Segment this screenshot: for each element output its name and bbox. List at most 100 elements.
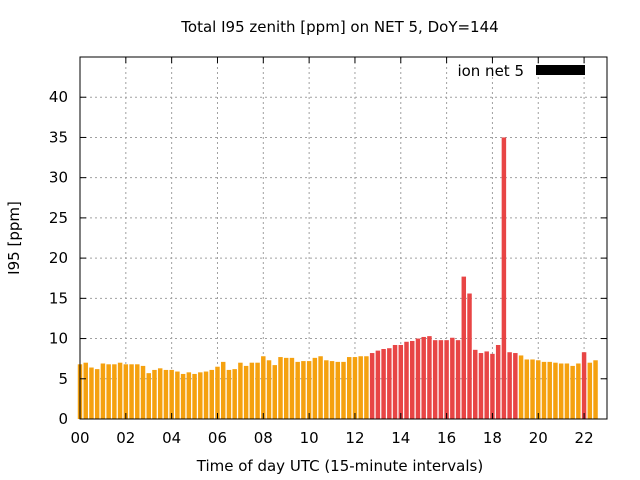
bar-53 (381, 349, 386, 419)
bar-59 (415, 338, 421, 419)
bar-14 (157, 368, 163, 419)
y-axis-label: I95 [ppm] (5, 201, 23, 275)
bar-13 (152, 369, 157, 419)
bar-25 (220, 361, 226, 419)
bar-73 (495, 344, 501, 419)
bar-41 (312, 357, 318, 419)
x-tick-label: 08 (254, 429, 273, 447)
bar-85 (564, 363, 570, 419)
bar-16 (169, 369, 174, 419)
bar-3 (94, 369, 100, 419)
bar-27 (232, 369, 237, 419)
bar-58 (410, 340, 415, 419)
bar-43 (324, 360, 329, 419)
bar-2 (89, 367, 94, 419)
axis-ticks (79, 57, 607, 420)
x-tick-label: 16 (437, 429, 456, 447)
bar-19 (186, 372, 192, 419)
bar-62 (432, 340, 438, 419)
x-tick-label: 18 (483, 429, 502, 447)
bar-26 (226, 369, 232, 419)
y-tick-label: 35 (49, 128, 68, 146)
bar-31 (255, 362, 260, 419)
bar-20 (192, 373, 197, 419)
y-tick-label: 20 (49, 249, 68, 267)
bar-32 (261, 356, 266, 419)
bar-50 (364, 356, 369, 419)
bar-84 (558, 363, 564, 419)
bar-7 (117, 362, 123, 419)
bar-36 (283, 357, 289, 419)
bar-37 (289, 357, 295, 419)
y-tick-label: 0 (58, 410, 68, 428)
bar-57 (404, 341, 409, 419)
x-tick-label: 12 (345, 429, 364, 447)
x-tick-label: 02 (116, 429, 135, 447)
bar-56 (398, 344, 404, 419)
y-tick-label: 30 (49, 169, 68, 187)
bar-49 (358, 356, 363, 419)
bar-55 (392, 344, 398, 419)
y-tick-label: 5 (58, 370, 68, 388)
bar-88 (581, 352, 587, 419)
bar-30 (249, 362, 255, 419)
bar-15 (163, 369, 169, 419)
bar-33 (266, 360, 272, 419)
bar-40 (306, 361, 312, 419)
bar-69 (473, 349, 478, 419)
bar-44 (329, 361, 335, 419)
bar-6 (112, 364, 117, 419)
bar-64 (444, 340, 449, 419)
bar-18 (180, 373, 186, 419)
bar-60 (421, 336, 426, 419)
bar-29 (243, 365, 249, 419)
bar-83 (553, 362, 558, 419)
bar-22 (203, 371, 209, 419)
bar-9 (129, 364, 134, 419)
bar-52 (375, 350, 381, 419)
bar-24 (215, 366, 220, 419)
x-tick-label: 22 (575, 429, 594, 447)
bar-45 (335, 361, 341, 419)
bar-71 (484, 351, 489, 419)
bar-67 (461, 276, 467, 419)
x-tick-label: 00 (70, 429, 89, 447)
legend: ion net 5 (457, 62, 585, 80)
x-tick-label: 10 (300, 429, 319, 447)
bar-86 (570, 365, 575, 419)
bar-series (77, 137, 598, 419)
bar-47 (346, 357, 352, 419)
bar-34 (272, 365, 277, 419)
bar-79 (530, 359, 535, 419)
bar-10 (135, 364, 140, 419)
bar-66 (455, 340, 461, 419)
plot-border (79, 56, 608, 420)
bar-39 (301, 361, 306, 419)
legend-swatch (536, 65, 585, 75)
bar-80 (536, 360, 541, 419)
bar-23 (209, 369, 214, 419)
bar-61 (427, 336, 432, 419)
bar-28 (238, 362, 243, 419)
x-tick-label: 06 (208, 429, 227, 447)
bar-54 (387, 348, 392, 419)
bar-74 (501, 137, 507, 419)
bar-63 (438, 340, 444, 419)
bar-81 (541, 361, 547, 419)
bar-65 (450, 337, 455, 419)
bar-38 (295, 361, 300, 419)
x-tick-labels: 00 02 04 06 08 10 12 14 16 18 20 22 (70, 429, 593, 447)
legend-label: ion net 5 (457, 62, 524, 80)
bar-68 (467, 293, 472, 419)
bar-77 (518, 355, 524, 419)
bar-46 (341, 361, 346, 419)
y-tick-labels: 0 5 10 15 20 25 30 35 40 (49, 88, 68, 428)
y-tick-label: 15 (49, 289, 68, 307)
y-tick-label: 25 (49, 209, 68, 227)
bar-51 (369, 353, 375, 419)
bar-90 (593, 360, 598, 419)
bar-70 (478, 353, 484, 419)
bar-87 (576, 363, 581, 419)
y-tick-label: 10 (49, 330, 68, 348)
